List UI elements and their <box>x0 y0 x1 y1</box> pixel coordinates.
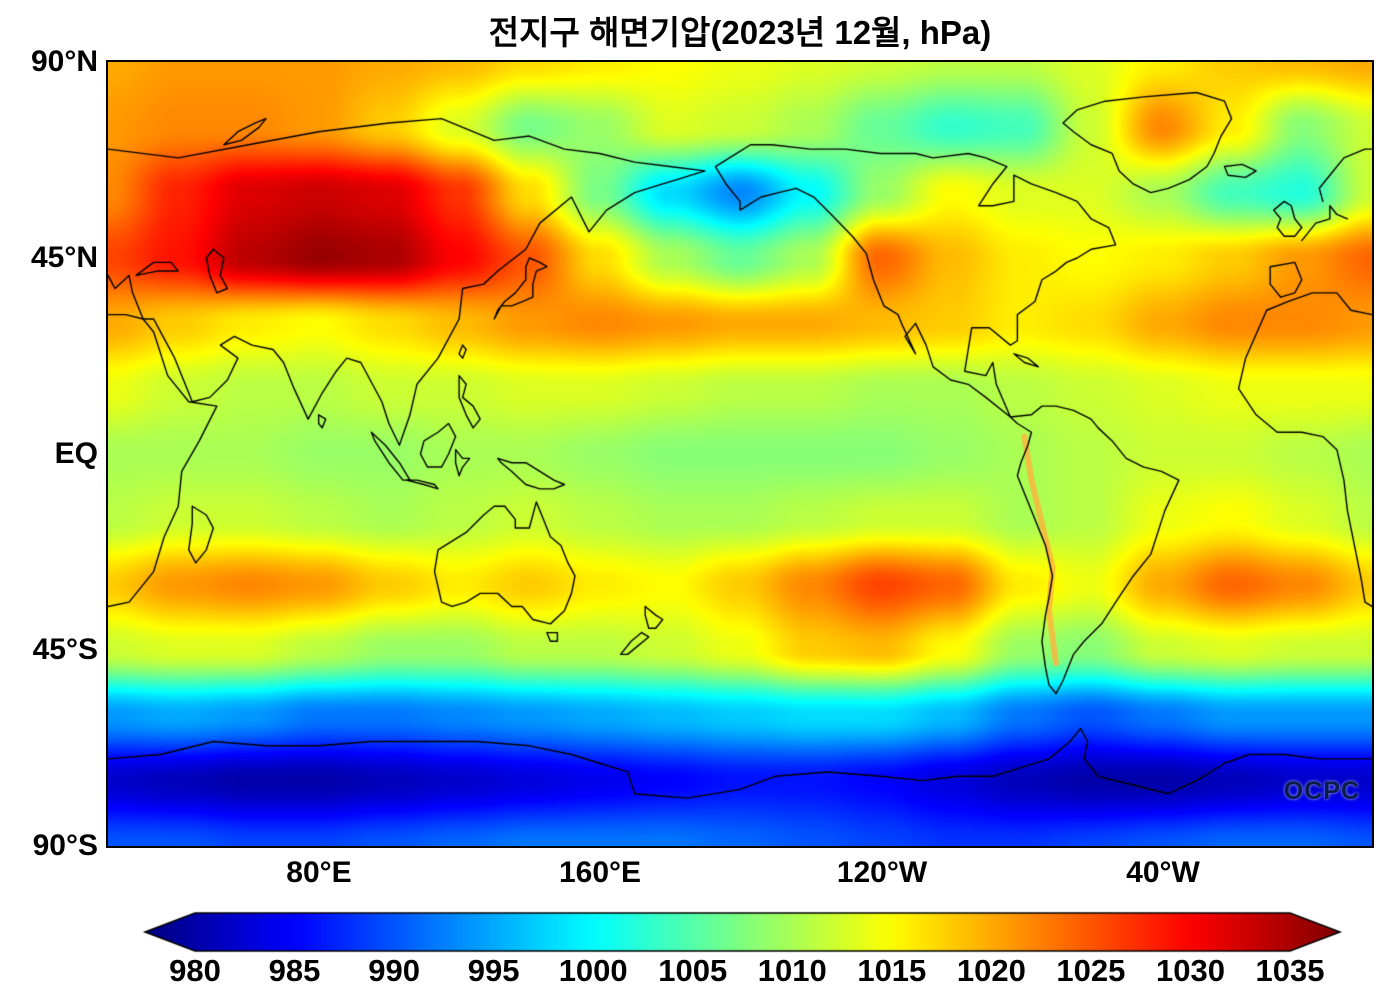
map-frame: OCPC <box>106 60 1374 848</box>
pressure-field-canvas <box>108 62 1372 846</box>
x-tick-80e: 80°E <box>286 856 352 889</box>
colorbar-tick-990: 990 <box>368 953 420 988</box>
x-tick-120w: 120°W <box>836 856 928 889</box>
watermark: OCPC <box>1283 777 1360 805</box>
y-tick-45n: 45°N <box>30 241 98 274</box>
colorbar-tick-1035: 1035 <box>1255 953 1325 988</box>
colorbar-tick-980: 980 <box>169 953 221 988</box>
y-tick-90s: 90°S <box>32 829 98 862</box>
colorbar-tick-985: 985 <box>268 953 321 988</box>
colorbar-tick-1015: 1015 <box>857 953 927 988</box>
x-tick-160e: 160°E <box>558 856 642 889</box>
colorbar-tick-995: 995 <box>467 953 520 988</box>
colorbar-tick-1020: 1020 <box>956 953 1026 988</box>
colorbar-canvas <box>0 910 1400 954</box>
chart-title: 전지구 해면기압(2023년 12월, hPa) <box>488 14 992 51</box>
x-tick-40w: 40°W <box>1126 856 1200 889</box>
colorbar-tick-1030: 1030 <box>1155 953 1225 988</box>
colorbar-tick-1025: 1025 <box>1056 953 1126 988</box>
y-tick-45s: 45°S <box>32 633 98 666</box>
y-tick-90n: 90°N <box>30 45 98 78</box>
y-tick-eq: EQ <box>54 437 98 470</box>
colorbar-tick-1005: 1005 <box>658 953 728 988</box>
colorbar-tick-1000: 1000 <box>558 953 628 988</box>
colorbar-tick-1010: 1010 <box>757 953 827 988</box>
